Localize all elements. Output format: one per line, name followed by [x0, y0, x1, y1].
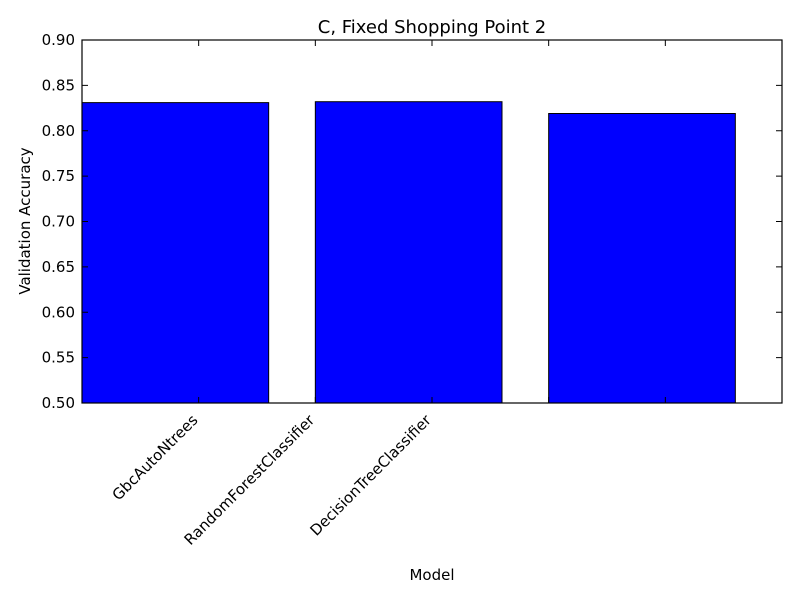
bar — [314, 101, 503, 404]
x-tick-label: RandomForestClassifier — [181, 411, 319, 549]
y-tick-label: 0.80 — [42, 122, 75, 140]
bar — [548, 113, 736, 404]
chart-title: C, Fixed Shopping Point 2 — [318, 17, 547, 38]
y-tick-label: 0.85 — [42, 76, 75, 94]
bars-group — [81, 101, 736, 404]
y-axis-label: Validation Accuracy — [16, 147, 34, 294]
x-tick-label: DecisionTreeClassifier — [306, 411, 435, 540]
y-tick-label: 0.60 — [42, 303, 75, 321]
y-tick-label: 0.75 — [42, 167, 75, 185]
x-axis-label: Model — [409, 566, 454, 584]
y-axis: 0.50 0.55 0.60 0.65 0.70 0.75 0.80 0.85 0.90 — [42, 31, 782, 412]
y-tick-label: 0.50 — [42, 394, 75, 412]
y-tick-label: 0.55 — [42, 349, 75, 367]
bar — [81, 102, 270, 404]
x-tick-label: GbcAutoNtrees — [109, 411, 202, 504]
y-tick-label: 0.90 — [42, 31, 75, 49]
y-tick-label: 0.70 — [42, 213, 75, 231]
y-tick-label: 0.65 — [42, 258, 75, 276]
